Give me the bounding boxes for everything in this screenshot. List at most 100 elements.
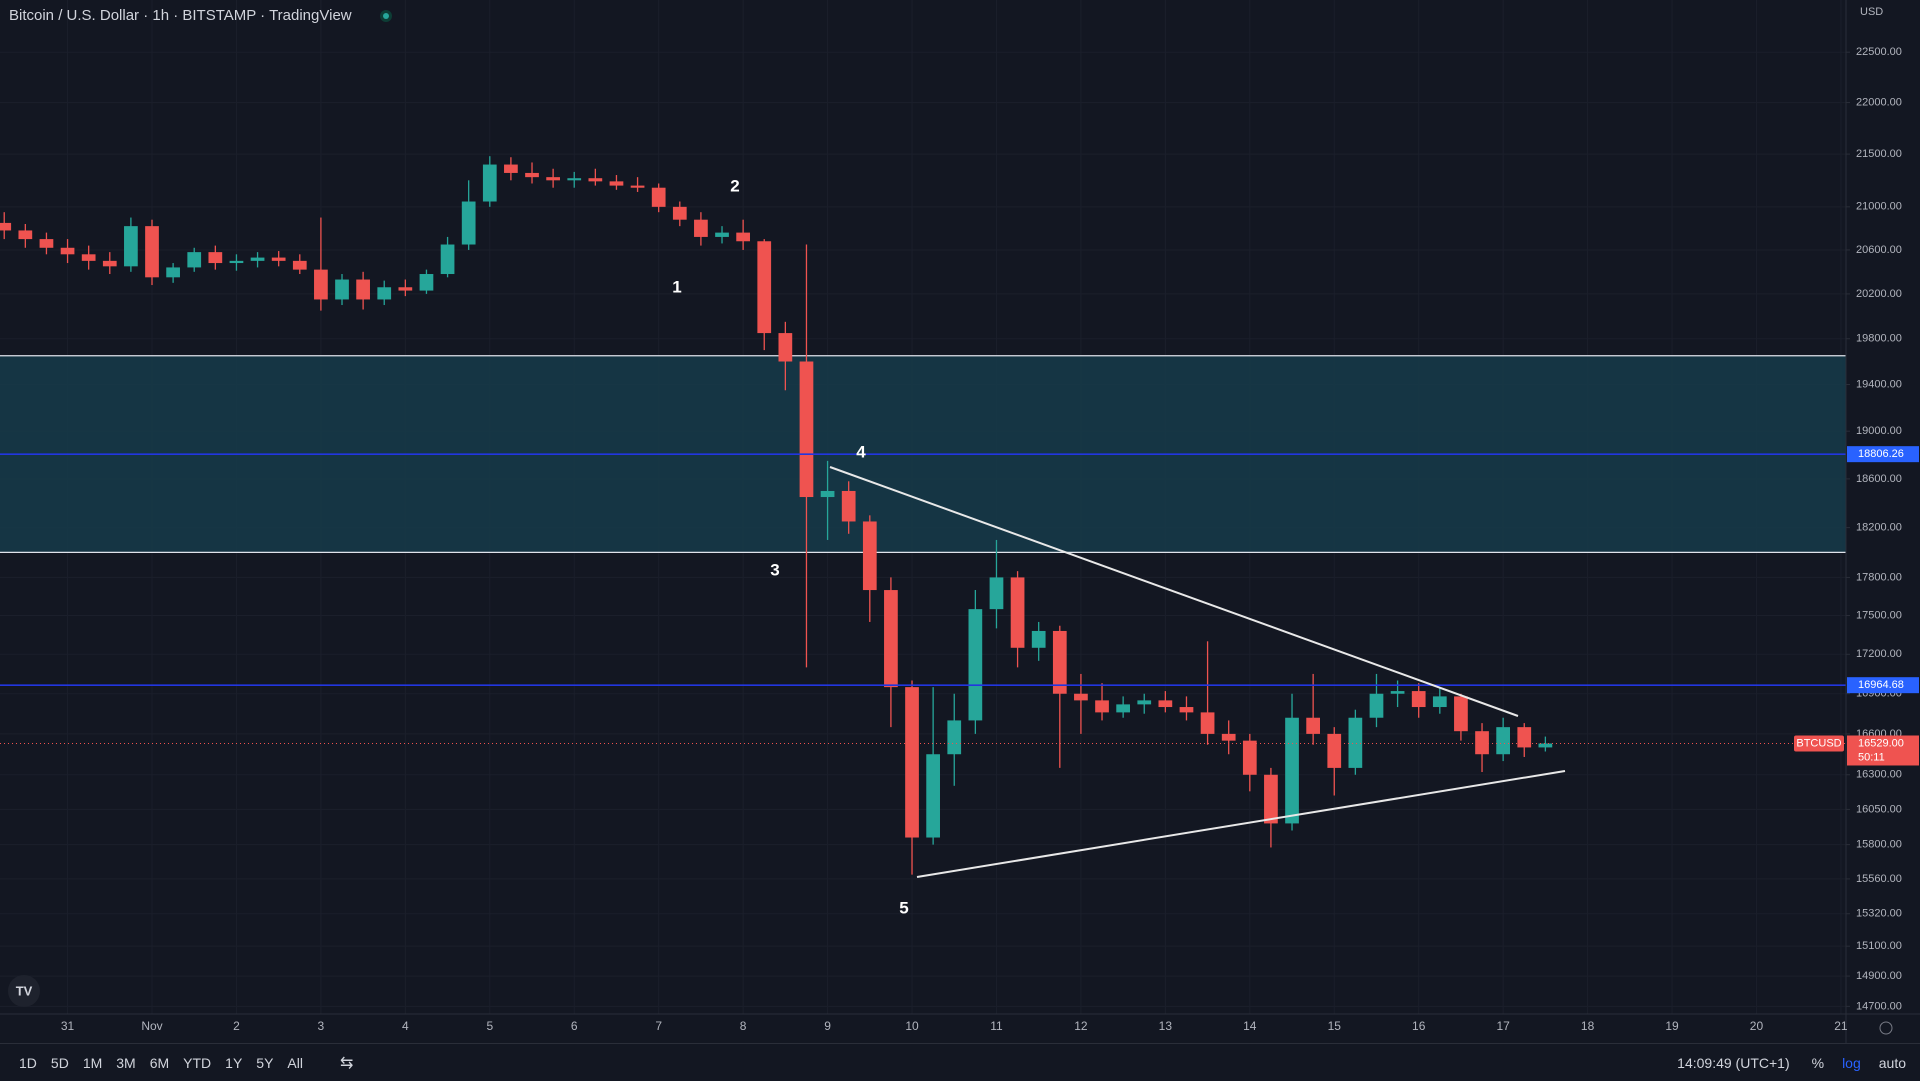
candle-body [926, 754, 940, 838]
range-button[interactable]: 3M [116, 1054, 136, 1071]
trend-line [916, 770, 1566, 878]
y-tick-label: 15320.00 [1856, 908, 1902, 920]
x-tick-label: 12 [1074, 1019, 1088, 1033]
candle-body [736, 232, 750, 242]
svg-text:TV: TV [16, 983, 33, 998]
candle-body [145, 226, 159, 278]
range-button[interactable]: 1D [19, 1054, 37, 1071]
currency[interactable]: USD [1860, 6, 1883, 18]
candle-body [1517, 727, 1532, 748]
y-tick-label: 17500.00 [1856, 609, 1902, 621]
candle-body [314, 269, 328, 300]
scale-options: % log auto [1812, 1055, 1906, 1071]
x-tick-label: 10 [905, 1019, 919, 1033]
candle-body [1200, 712, 1215, 734]
wave-label: 3 [770, 560, 779, 579]
candle-body [694, 219, 708, 237]
level-label-bg [1847, 446, 1919, 463]
candle-body [651, 187, 666, 207]
x-tick-label: 3 [318, 1019, 325, 1033]
candle-body [1116, 704, 1130, 713]
toolbar-right: 14:09:49 (UTC+1) % log auto [1677, 1055, 1906, 1071]
range-button[interactable]: 5Y [256, 1054, 274, 1071]
range-button[interactable]: 1Y [225, 1054, 243, 1071]
candle-body [166, 267, 180, 278]
range-buttons: 1D 5D 1M 3M 6M YTD 1Y 5Y All [12, 1055, 310, 1071]
y-tick-label: 22500.00 [1856, 46, 1902, 58]
symbol-tag: BTCUSD [1796, 737, 1841, 749]
candle-body [1454, 696, 1468, 732]
candle-body [1327, 733, 1342, 768]
candle-body [672, 206, 687, 220]
candle-body [1010, 577, 1025, 648]
range-button[interactable]: YTD [183, 1054, 212, 1071]
y-tick-label: 22000.00 [1856, 96, 1902, 108]
candle-body [377, 287, 392, 300]
wave-label: 4 [856, 442, 866, 461]
candle-body [208, 252, 223, 264]
scale-option[interactable]: log [1842, 1054, 1861, 1071]
range-button[interactable]: 1M [82, 1054, 103, 1071]
x-tick-label: 13 [1159, 1019, 1173, 1033]
candle-body [18, 230, 33, 240]
y-tick-label: 18600.00 [1856, 473, 1902, 485]
candle-body [1348, 717, 1363, 768]
candle-body [1095, 700, 1109, 713]
candle-body [1242, 740, 1257, 775]
countdown: 50:11 [1858, 751, 1885, 763]
candle-body [0, 222, 12, 231]
candle-body [60, 247, 75, 255]
candle-body [398, 287, 413, 291]
candle-body [778, 333, 793, 362]
y-tick-label: 19400.00 [1856, 378, 1902, 390]
candle-body [187, 252, 202, 268]
level-label: 18806.26 [1858, 448, 1904, 460]
y-tick-label: 19000.00 [1856, 425, 1902, 437]
x-tick-label: 15 [1328, 1019, 1342, 1033]
settings-icon[interactable] [1879, 1021, 1893, 1035]
range-button[interactable]: All [287, 1054, 303, 1071]
x-tick-label: 19 [1665, 1019, 1679, 1033]
y-tick-label: 21000.00 [1856, 201, 1902, 213]
x-tick-label: 17 [1496, 1019, 1510, 1033]
candle-body [841, 490, 856, 522]
chart-title: Bitcoin / U.S. Dollar · 1h · BITSTAMP · … [9, 7, 352, 24]
status-dot [383, 13, 389, 19]
candle-body [1475, 731, 1489, 755]
scale-option[interactable]: % [1811, 1054, 1825, 1071]
candle-body [1179, 707, 1194, 713]
x-tick-label: 31 [61, 1019, 75, 1033]
candle-body [757, 241, 772, 334]
y-tick-label: 15100.00 [1856, 940, 1902, 952]
candle-body [1264, 774, 1278, 824]
range-button[interactable]: 6M [149, 1054, 170, 1071]
level-label-bg [1847, 677, 1919, 694]
x-tick-label: 18 [1581, 1019, 1595, 1033]
y-tick-label: 14700.00 [1856, 1000, 1902, 1012]
candle-body [440, 244, 455, 275]
y-tick-label: 16300.00 [1856, 769, 1902, 781]
candle-body [229, 260, 244, 264]
x-tick-label: 14 [1243, 1019, 1257, 1033]
candle-body [504, 164, 518, 173]
price-label: 16529.00 [1858, 737, 1904, 749]
candle-body [1538, 743, 1553, 748]
candle-body [1221, 733, 1236, 741]
y-tick-label: 15560.00 [1856, 873, 1902, 885]
x-tick-label: 20 [1750, 1019, 1764, 1033]
range-button[interactable]: 5D [50, 1054, 69, 1071]
logo: TV [8, 975, 40, 1007]
x-tick-label: 11 [990, 1019, 1003, 1033]
x-tick-label: 2 [233, 1019, 240, 1033]
y-tick-label: 17200.00 [1856, 648, 1902, 660]
trend-line [829, 466, 1519, 717]
x-tick-label: 8 [740, 1019, 747, 1033]
date-range-icon[interactable]: ⇆ [339, 1054, 354, 1072]
candle-body [1496, 727, 1511, 755]
candle-body [947, 720, 962, 755]
scale-option[interactable]: auto [1878, 1054, 1906, 1071]
wave-label: 1 [672, 277, 681, 296]
candle-body [1306, 717, 1321, 734]
candle-body [124, 226, 138, 267]
